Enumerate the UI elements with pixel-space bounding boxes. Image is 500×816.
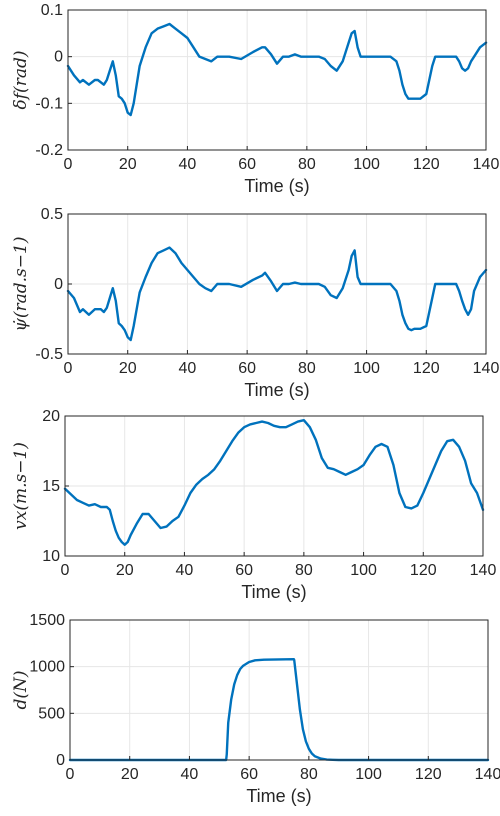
steering-angle-line <box>66 22 488 117</box>
x-tick-label: 140 <box>475 766 500 783</box>
y-axis-label: δf(rad) <box>11 51 31 110</box>
x-tick-label: 0 <box>61 562 70 579</box>
x-tick-label: 100 <box>353 156 380 173</box>
y-tick-label: 10 <box>42 548 60 565</box>
y-tick-label: 0 <box>54 276 63 293</box>
y-tick-label: -0.2 <box>35 142 63 159</box>
x-tick-label: 60 <box>238 360 256 377</box>
y-tick-label: 15 <box>42 478 60 495</box>
y-tick-label: 0 <box>54 49 63 66</box>
x-tick-label: 80 <box>298 360 316 377</box>
x-tick-label: 100 <box>353 360 380 377</box>
yaw-rate-line <box>66 246 488 342</box>
y-tick-label: -0.1 <box>35 95 63 112</box>
y-tick-label: 0.1 <box>41 2 63 19</box>
disturbance-force-line <box>68 658 490 762</box>
x-axis-label: Time (s) <box>244 380 309 400</box>
y-axis-label: vx(m.s−1) <box>11 442 31 530</box>
y-axis-label: d(N) <box>11 670 31 709</box>
x-tick-label: 80 <box>295 562 313 579</box>
plot-frame <box>69 619 489 761</box>
x-tick-label: 40 <box>176 562 194 579</box>
longitudinal-velocity-line <box>63 419 485 546</box>
x-tick-label: 120 <box>410 562 437 579</box>
plot-frame <box>67 9 487 151</box>
y-tick-label: -0.5 <box>35 346 63 363</box>
x-tick-label: 120 <box>415 766 442 783</box>
y-tick-label: 1500 <box>29 612 65 629</box>
x-axis-label: Time (s) <box>241 582 306 602</box>
x-tick-label: 20 <box>119 156 137 173</box>
x-tick-label: 0 <box>64 360 73 377</box>
y-tick-label: 20 <box>42 408 60 425</box>
x-tick-label: 80 <box>298 156 316 173</box>
x-tick-label: 20 <box>121 766 139 783</box>
x-tick-label: 120 <box>413 156 440 173</box>
x-tick-label: 80 <box>300 766 318 783</box>
x-tick-label: 40 <box>181 766 199 783</box>
x-tick-label: 100 <box>355 766 382 783</box>
x-tick-label: 120 <box>413 360 440 377</box>
subplot-longitudinal-velocity: 0 20 40 60 80 100 120 140 10 15 20 Time (s) vx(m.s… <box>11 408 496 602</box>
x-tick-label: 140 <box>473 360 500 377</box>
x-tick-label: 40 <box>179 156 197 173</box>
x-tick-label: 20 <box>116 562 134 579</box>
x-tick-label: 60 <box>240 766 258 783</box>
y-tick-label: 500 <box>38 705 65 722</box>
x-tick-label: 140 <box>470 562 497 579</box>
y-axis-label: ψ̇(rad.s−1) <box>11 237 31 332</box>
y-tick-label: 0.5 <box>41 206 63 223</box>
x-tick-label: 0 <box>64 156 73 173</box>
x-axis-label: Time (s) <box>246 786 311 806</box>
y-tick-label: 0 <box>56 752 65 769</box>
y-tick-label: 1000 <box>29 659 65 676</box>
subplot-yaw-rate: 0 20 40 60 80 100 120 140-0.500.5 Time (s) ψ̇(r… <box>11 206 499 400</box>
x-tick-label: 40 <box>179 360 197 377</box>
x-tick-label: 60 <box>238 156 256 173</box>
x-axis-label: Time (s) <box>244 176 309 196</box>
subplot-steering-angle: 0 20 40 60 80 100 120 140-0.2-0.100.1 Time (s) … <box>11 2 499 196</box>
x-tick-label: 20 <box>119 360 137 377</box>
x-tick-label: 140 <box>473 156 500 173</box>
x-tick-label: 60 <box>235 562 253 579</box>
x-tick-label: 100 <box>350 562 377 579</box>
x-tick-label: 0 <box>66 766 75 783</box>
